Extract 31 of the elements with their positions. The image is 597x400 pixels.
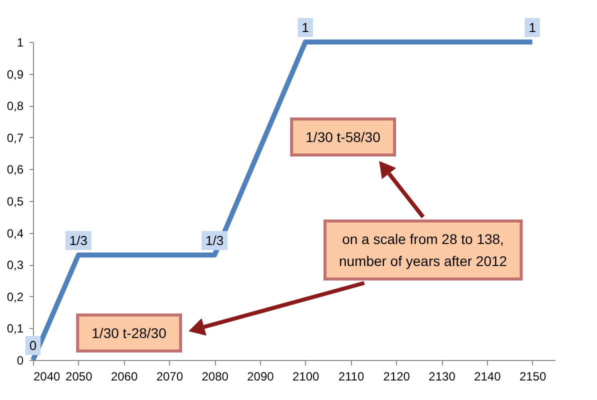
y-tick-label: 0,7 [6,130,24,145]
x-tick-label: 2080 [202,370,229,384]
data-label: 1 [528,20,536,35]
y-tick-label: 0,8 [6,99,24,114]
annotation: on a scale from 28 to 138, number of years after 2012 [338,231,508,269]
x-tick-label: 2090 [247,370,274,384]
x-tick-label: 2150 [519,370,546,384]
x-tick-label: 2110 [338,370,364,384]
data-label: 1 [302,20,309,35]
x-tick-label: 2100 [292,370,320,384]
x-tick-label: 2140 [474,370,502,384]
x-tick-label: 2060 [110,370,138,384]
y-tick-label: 0,9 [6,67,24,82]
y-tick-label: 0,2 [6,290,24,304]
y-tick-label: 0 [16,354,24,368]
x-tick-label: 2120 [383,370,410,384]
y-tick-label: 0,1 [6,322,24,336]
y-tick-label: 0,3 [6,258,24,272]
x-tick-label: 2070 [156,370,184,384]
y-tick-label: 1 [16,36,24,50]
y-tick-label: 0,5 [6,194,24,208]
data-label: 1/3 [69,233,88,248]
annotation: 1/30 t-28/30 [92,325,167,341]
x-tick-label: 2130 [428,370,456,384]
x-tick-label: 2050 [66,370,93,384]
data-label: 1/3 [206,233,224,248]
x-tick-label: 2040 [34,370,61,384]
annotation: 1/30 t-58/30 [306,129,381,145]
y-tick-label: 0,4 [6,226,24,240]
data-label: 0 [29,338,37,353]
y-tick-label: 0,6 [6,162,24,177]
